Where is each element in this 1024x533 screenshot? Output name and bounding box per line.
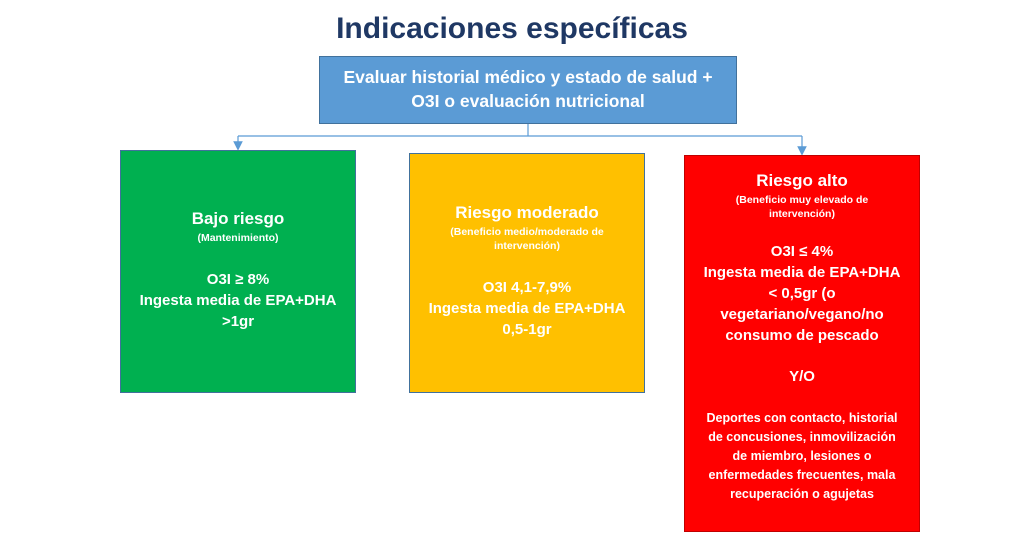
moderate-risk-heading: Riesgo moderado (455, 203, 599, 222)
evaluation-line-1: Evaluar historial médico y estado de sal… (343, 67, 713, 87)
high-risk-and-or: Y/O (789, 368, 815, 385)
moderate-risk-o3i: O3I 4,1-7,9% (482, 279, 572, 296)
high-risk-factor-line: de miembro, lesiones o (732, 449, 872, 463)
moderate-risk-subtitle-2: intervención) (494, 240, 560, 252)
high-risk-factor-line: de concusiones, inmovilización (708, 430, 896, 444)
low-risk-subtitle: (Mantenimiento) (197, 232, 279, 244)
low-risk-intake-label: Ingesta media de EPA+DHA (139, 292, 337, 309)
high-risk-o3i: O3I ≤ 4% (770, 243, 834, 260)
high-risk-subtitle-2: intervención) (769, 208, 835, 220)
high-risk-factor-line: Deportes con contacto, historial (706, 411, 898, 425)
moderate-risk-intake-label: Ingesta media de EPA+DHA (428, 300, 626, 317)
high-risk-diet-line-1: vegetariano/vegano/no (720, 306, 884, 323)
moderate-risk-box: Riesgo moderado (Beneficio medio/moderad… (409, 153, 645, 393)
moderate-risk-subtitle-1: (Beneficio medio/moderado de (450, 226, 604, 238)
high-risk-factors: Deportes con contacto, historial de conc… (685, 409, 919, 504)
evaluation-box: Evaluar historial médico y estado de sal… (319, 56, 737, 124)
high-risk-intake-value: < 0,5gr (o (768, 285, 836, 302)
page-title: Indicaciones específicas (336, 12, 688, 45)
high-risk-heading: Riesgo alto (756, 171, 848, 190)
high-risk-subtitle-1: (Beneficio muy elevado de (735, 194, 869, 206)
high-risk-factor-line: enfermedades frecuentes, mala (708, 468, 896, 482)
moderate-risk-intake-value: 0,5-1gr (502, 321, 552, 338)
high-risk-factor-line: recuperación o agujetas (730, 487, 874, 501)
high-risk-intake-label: Ingesta media de EPA+DHA (703, 264, 901, 281)
low-risk-o3i: O3I ≥ 8% (206, 271, 270, 288)
high-risk-diet-line-2: consumo de pescado (725, 327, 879, 344)
low-risk-heading: Bajo riesgo (191, 209, 285, 228)
low-risk-box: Bajo riesgo (Mantenimiento) O3I ≥ 8% Ing… (120, 150, 356, 393)
evaluation-line-2: O3I o evaluación nutricional (411, 91, 645, 111)
high-risk-box: Riesgo alto (Beneficio muy elevado de in… (684, 155, 920, 532)
low-risk-intake-value: >1gr (221, 313, 255, 330)
